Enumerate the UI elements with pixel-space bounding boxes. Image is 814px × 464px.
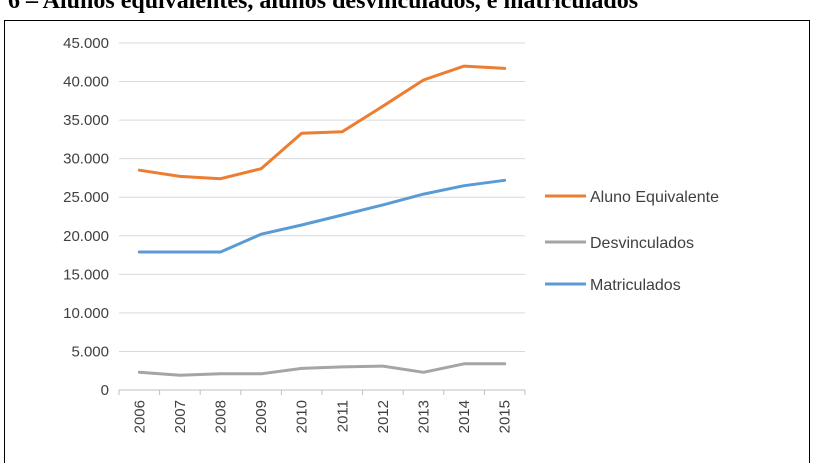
y-tick-label: 15.000: [63, 266, 109, 283]
series-lines: [137, 64, 507, 377]
line-chart: 0 5.000 10.000 15.000 20.000 25.000 30.000 35.0…: [63, 35, 719, 433]
y-tick-label: 10.000: [63, 305, 109, 322]
series-line-desvinculados: [137, 362, 507, 377]
y-tick-label: 35.000: [63, 112, 109, 129]
x-tick-label: 2010: [294, 400, 311, 433]
x-tick-label: 2009: [253, 400, 270, 433]
series-line-matriculados: [137, 178, 507, 254]
x-tick-label: 2015: [497, 400, 514, 433]
y-tick-label: 5.000: [71, 343, 109, 360]
x-tick-label: 2014: [456, 400, 473, 433]
page-title: 6 – Alunos equivalentes, alunos desvincu…: [8, 0, 639, 14]
y-tick-label: 25.000: [63, 189, 109, 206]
x-tick-label: 2013: [416, 400, 433, 433]
x-tick-labels: 2006 2007 2008 2009 2010 2011 2012 2013 2014 2015: [131, 400, 513, 433]
y-tick-label: 30.000: [63, 151, 109, 168]
y-tick-labels: 0 5.000 10.000 15.000 20.000 25.000 30.000 35.0…: [63, 35, 109, 399]
x-tick-label: 2007: [172, 400, 189, 433]
axes: [118, 389, 526, 395]
chart-frame: 0 5.000 10.000 15.000 20.000 25.000 30.000 35.0…: [4, 20, 810, 463]
series-line-aluno-equivalente: [137, 64, 507, 181]
x-tick-label: 2011: [334, 400, 351, 432]
y-tick-label: 20.000: [63, 228, 109, 245]
y-tick-label: 45.000: [63, 35, 109, 52]
legend-label: Matriculados: [590, 277, 681, 294]
y-tick-label: 40.000: [63, 74, 109, 91]
legend-label: Desvinculados: [590, 235, 694, 252]
legend-label: Aluno Equivalente: [590, 189, 719, 206]
title-strip: 6 – Alunos equivalentes, alunos desvincu…: [0, 0, 814, 20]
x-tick-label: 2006: [131, 400, 148, 433]
x-tick-label: 2012: [375, 400, 392, 433]
x-tick-label: 2008: [213, 400, 230, 433]
gridlines: [119, 42, 525, 352]
legend: Aluno Equivalente Desvinculados Matriculad…: [545, 189, 719, 294]
y-tick-label: 0: [101, 382, 109, 399]
